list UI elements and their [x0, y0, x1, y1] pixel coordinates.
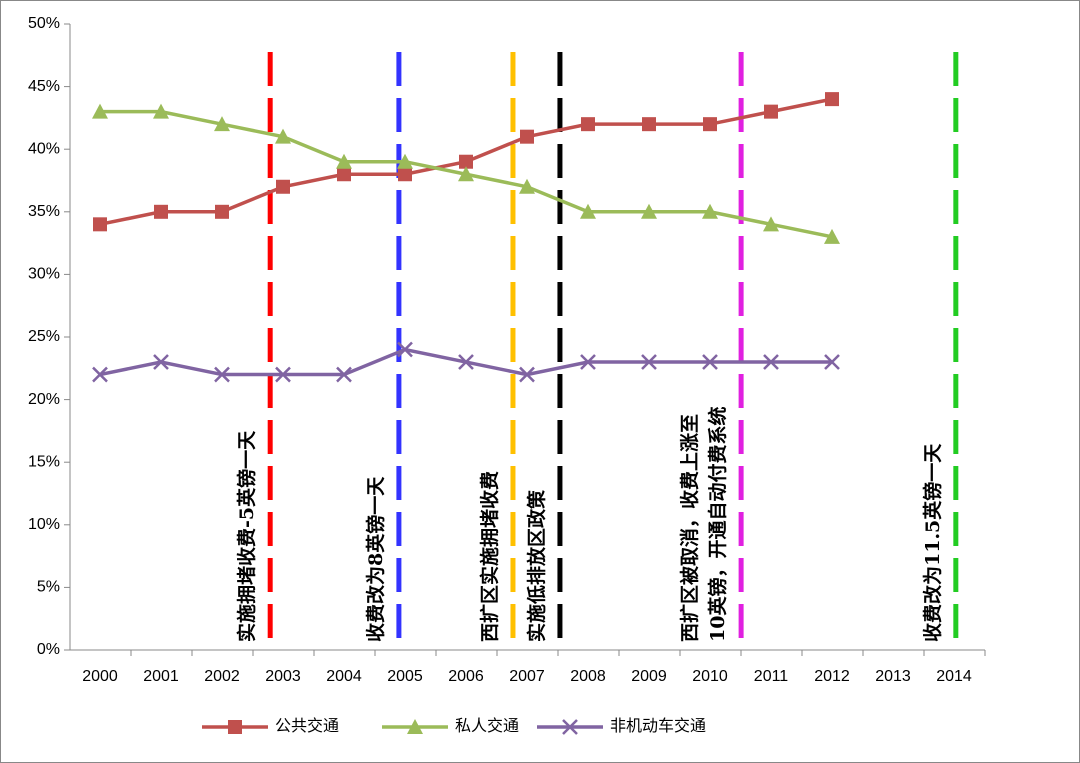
- point: [520, 129, 534, 144]
- point: [336, 366, 352, 383]
- x-tick-label: 2004: [326, 668, 362, 685]
- y-tick-label: 15%: [28, 453, 60, 470]
- event-label: 收费改为8英镑一天: [364, 476, 387, 642]
- point: [337, 167, 351, 182]
- point: [580, 354, 596, 370]
- x-tick-label: 2007: [509, 668, 545, 685]
- point: [92, 103, 108, 119]
- event-label: 10英镑，开通自动付费系统: [706, 407, 729, 642]
- point: [702, 203, 718, 219]
- event-label: 收费改为11.5英镑一天: [921, 443, 944, 642]
- y-tick-label: 30%: [28, 266, 60, 283]
- y-tick-label: 45%: [28, 78, 60, 95]
- x-tick-label: 2008: [570, 668, 606, 685]
- y-tick-label: 5%: [37, 579, 60, 596]
- event-label: 实施拥堵收费-5英镑一天: [235, 430, 258, 642]
- legend-label: 非机动车交通: [610, 717, 706, 735]
- point: [93, 217, 107, 232]
- point: [459, 154, 473, 169]
- point: [275, 366, 291, 383]
- point: [336, 153, 352, 169]
- point: [581, 117, 595, 132]
- point: [824, 228, 840, 244]
- point: [153, 103, 169, 119]
- point: [214, 366, 230, 383]
- x-tick-label: 2001: [143, 668, 179, 685]
- x-tick-label: 2012: [814, 668, 850, 685]
- x-tick-label: 2014: [936, 668, 972, 685]
- event-label: 实施低排放区政策: [525, 489, 548, 642]
- y-tick-label: 35%: [28, 203, 60, 220]
- point: [92, 366, 108, 383]
- point: [764, 104, 778, 119]
- event-label: 西扩区被取消，收费上涨至: [678, 414, 701, 642]
- x-tick-label: 2010: [692, 668, 728, 685]
- event-label: 西扩区实施拥堵收费: [478, 471, 501, 642]
- legend-marker: [228, 720, 242, 734]
- point: [519, 366, 535, 383]
- x-tick-label: 2013: [875, 668, 911, 685]
- point: [519, 178, 535, 194]
- x-tick-label: 2011: [754, 668, 789, 685]
- point: [458, 354, 474, 370]
- legend-label: 私人交通: [455, 717, 519, 735]
- point: [154, 204, 168, 219]
- x-tick-label: 2005: [387, 668, 423, 685]
- x-tick-label: 2002: [204, 668, 240, 685]
- x-tick-label: 2003: [265, 668, 301, 685]
- legend-marker: [562, 719, 578, 735]
- y-tick-label: 50%: [28, 15, 60, 32]
- point: [702, 354, 718, 370]
- point: [763, 216, 779, 232]
- point: [397, 153, 413, 169]
- y-tick-label: 0%: [37, 641, 60, 658]
- point: [215, 204, 229, 219]
- x-tick-label: 2009: [631, 668, 667, 685]
- y-tick-label: 10%: [28, 516, 60, 533]
- point: [580, 203, 596, 219]
- point: [642, 117, 656, 132]
- y-tick-label: 25%: [28, 328, 60, 345]
- point: [641, 203, 657, 219]
- point: [214, 116, 230, 132]
- point: [825, 92, 839, 107]
- legend-label: 公共交通: [275, 717, 339, 735]
- point: [153, 354, 169, 370]
- point: [458, 166, 474, 182]
- point: [275, 128, 291, 144]
- x-tick-label: 2000: [82, 668, 118, 685]
- point: [276, 179, 290, 194]
- point: [641, 354, 657, 370]
- x-tick-label: 2006: [448, 668, 484, 685]
- point: [397, 341, 413, 358]
- point: [398, 167, 412, 182]
- point: [763, 354, 779, 370]
- y-tick-label: 40%: [28, 140, 60, 157]
- legend-marker: [407, 719, 423, 734]
- y-tick-label: 20%: [28, 391, 60, 408]
- point: [824, 354, 840, 370]
- point: [703, 117, 717, 132]
